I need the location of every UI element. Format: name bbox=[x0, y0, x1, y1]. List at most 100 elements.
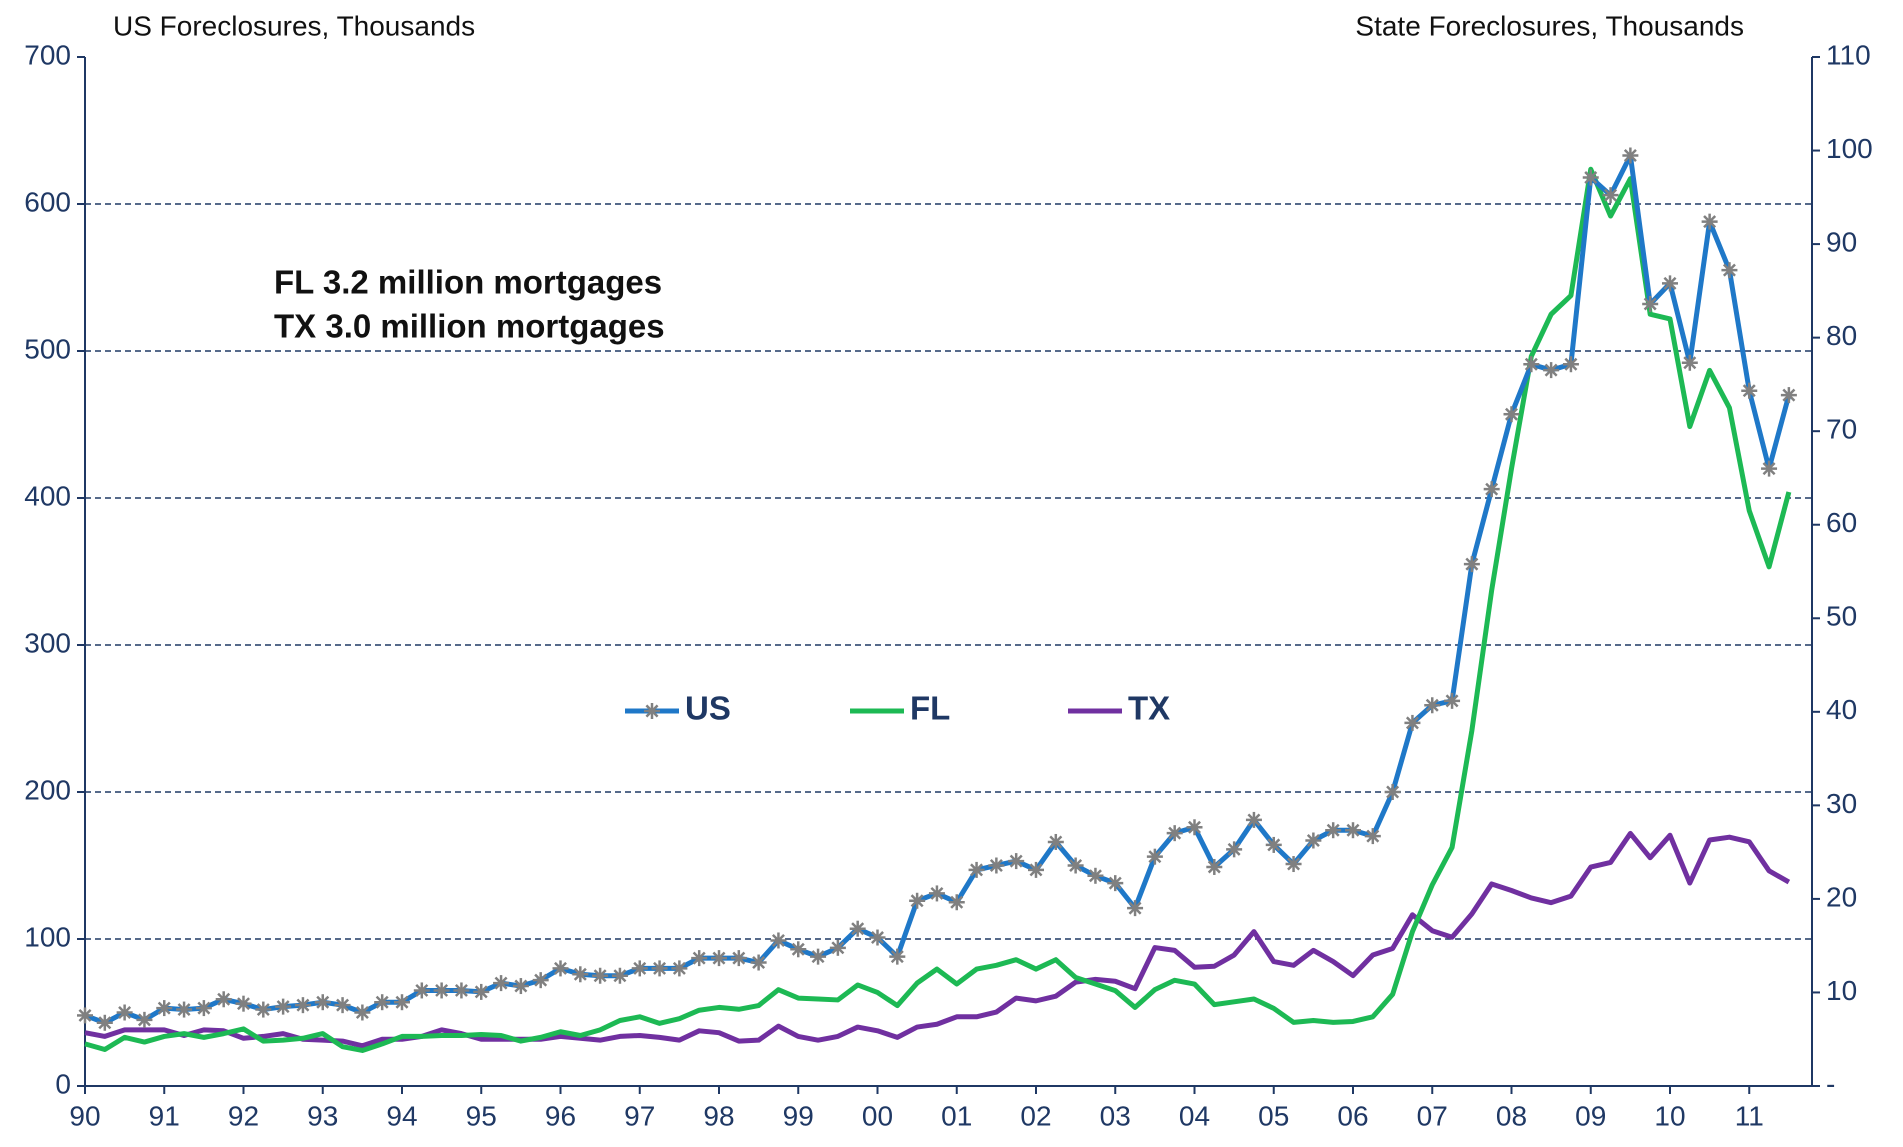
marker bbox=[1265, 836, 1282, 853]
y2-tick-label: 110 bbox=[1826, 39, 1871, 70]
marker bbox=[750, 954, 767, 971]
marker bbox=[532, 972, 549, 989]
marker-stroke bbox=[157, 1001, 171, 1015]
marker-stroke bbox=[1623, 149, 1637, 162]
annotation: FL 3.2 million mortgages bbox=[274, 264, 662, 301]
marker-stroke bbox=[1386, 785, 1400, 799]
marker bbox=[473, 983, 490, 1000]
marker bbox=[552, 960, 569, 977]
marker bbox=[1721, 262, 1738, 279]
marker bbox=[235, 995, 252, 1012]
marker-stroke bbox=[970, 863, 984, 877]
x-tick-label: 92 bbox=[228, 1100, 259, 1131]
y-tick-label: 300 bbox=[24, 627, 71, 658]
annotation: TX 3.0 million mortgages bbox=[274, 308, 665, 345]
marker bbox=[1345, 822, 1361, 839]
marker bbox=[1681, 354, 1698, 371]
marker-stroke bbox=[1227, 842, 1241, 856]
y2-tick-label: 30 bbox=[1826, 788, 1857, 819]
marker-stroke bbox=[593, 969, 607, 983]
marker-stroke bbox=[1346, 823, 1360, 837]
marker-stroke bbox=[752, 956, 766, 970]
x-tick-label: 07 bbox=[1417, 1100, 1448, 1131]
marker bbox=[1305, 832, 1322, 849]
marker bbox=[493, 975, 510, 992]
marker-stroke bbox=[1564, 357, 1578, 371]
marker-stroke bbox=[1168, 826, 1182, 840]
marker-stroke bbox=[1524, 357, 1538, 371]
y-tick-label: 500 bbox=[24, 333, 71, 364]
marker bbox=[176, 1001, 193, 1018]
marker bbox=[592, 967, 609, 984]
marker bbox=[1325, 822, 1342, 839]
marker bbox=[1146, 848, 1163, 865]
legend-label: TX bbox=[1128, 690, 1170, 727]
marker-stroke bbox=[1643, 297, 1657, 311]
y2-tick-label: 90 bbox=[1826, 226, 1857, 257]
marker bbox=[1087, 867, 1104, 884]
marker bbox=[453, 982, 470, 999]
marker bbox=[829, 939, 846, 956]
marker bbox=[1206, 858, 1223, 875]
series-line bbox=[84, 166, 1792, 1053]
x-tick-label: 99 bbox=[783, 1100, 814, 1131]
marker bbox=[294, 997, 311, 1014]
marker bbox=[790, 941, 807, 958]
marker-stroke bbox=[712, 951, 726, 965]
marker-stroke bbox=[791, 942, 805, 956]
marker bbox=[1523, 356, 1540, 373]
marker-stroke bbox=[890, 950, 904, 964]
marker bbox=[1384, 784, 1401, 800]
marker-stroke bbox=[375, 995, 389, 1009]
marker bbox=[711, 950, 727, 967]
marker-stroke bbox=[78, 1008, 92, 1022]
marker bbox=[394, 994, 410, 1011]
marker-stroke bbox=[1366, 829, 1380, 843]
marker-stroke bbox=[237, 997, 250, 1011]
marker bbox=[671, 960, 688, 977]
x-tick-label: 95 bbox=[466, 1100, 497, 1131]
marker bbox=[1562, 356, 1579, 373]
x-tick-label: 96 bbox=[545, 1100, 576, 1131]
marker bbox=[1226, 841, 1243, 858]
marker-stroke bbox=[1445, 694, 1459, 708]
marker-stroke bbox=[1009, 854, 1023, 868]
marker-stroke bbox=[1287, 857, 1301, 871]
marker bbox=[770, 932, 787, 949]
marker bbox=[611, 967, 628, 984]
marker-stroke bbox=[1108, 876, 1122, 890]
marker-stroke bbox=[1088, 869, 1102, 883]
marker-stroke bbox=[118, 1006, 132, 1019]
marker-stroke bbox=[1207, 860, 1221, 874]
x-tick-label: 09 bbox=[1575, 1100, 1606, 1131]
y2-tick-label: 60 bbox=[1826, 507, 1857, 538]
marker bbox=[928, 885, 945, 902]
marker bbox=[1444, 692, 1461, 709]
y-tick-label: 400 bbox=[24, 480, 71, 511]
marker-stroke bbox=[494, 976, 508, 990]
marker-stroke bbox=[930, 886, 944, 900]
marker bbox=[1107, 875, 1124, 892]
marker-stroke bbox=[1683, 356, 1697, 370]
marker bbox=[1483, 481, 1500, 498]
marker-stroke bbox=[197, 1001, 211, 1015]
marker-stroke bbox=[217, 992, 231, 1006]
marker-stroke bbox=[811, 950, 825, 964]
y-tick-label: 0 bbox=[55, 1068, 71, 1099]
marker-stroke bbox=[1722, 263, 1736, 277]
y2-tick-label: 80 bbox=[1826, 320, 1857, 351]
marker-stroke bbox=[177, 1003, 191, 1017]
marker bbox=[1780, 387, 1797, 404]
marker-stroke bbox=[534, 973, 548, 987]
marker-stroke bbox=[554, 961, 567, 975]
x-tick-label: 00 bbox=[862, 1100, 893, 1131]
x-tick-label: 91 bbox=[149, 1100, 180, 1131]
marker-stroke bbox=[1029, 863, 1043, 877]
marker bbox=[1463, 556, 1480, 573]
marker-stroke bbox=[1703, 215, 1717, 229]
marker-stroke bbox=[1128, 901, 1142, 915]
marker-stroke bbox=[395, 995, 409, 1009]
marker bbox=[869, 929, 886, 946]
marker-stroke bbox=[1267, 838, 1281, 852]
